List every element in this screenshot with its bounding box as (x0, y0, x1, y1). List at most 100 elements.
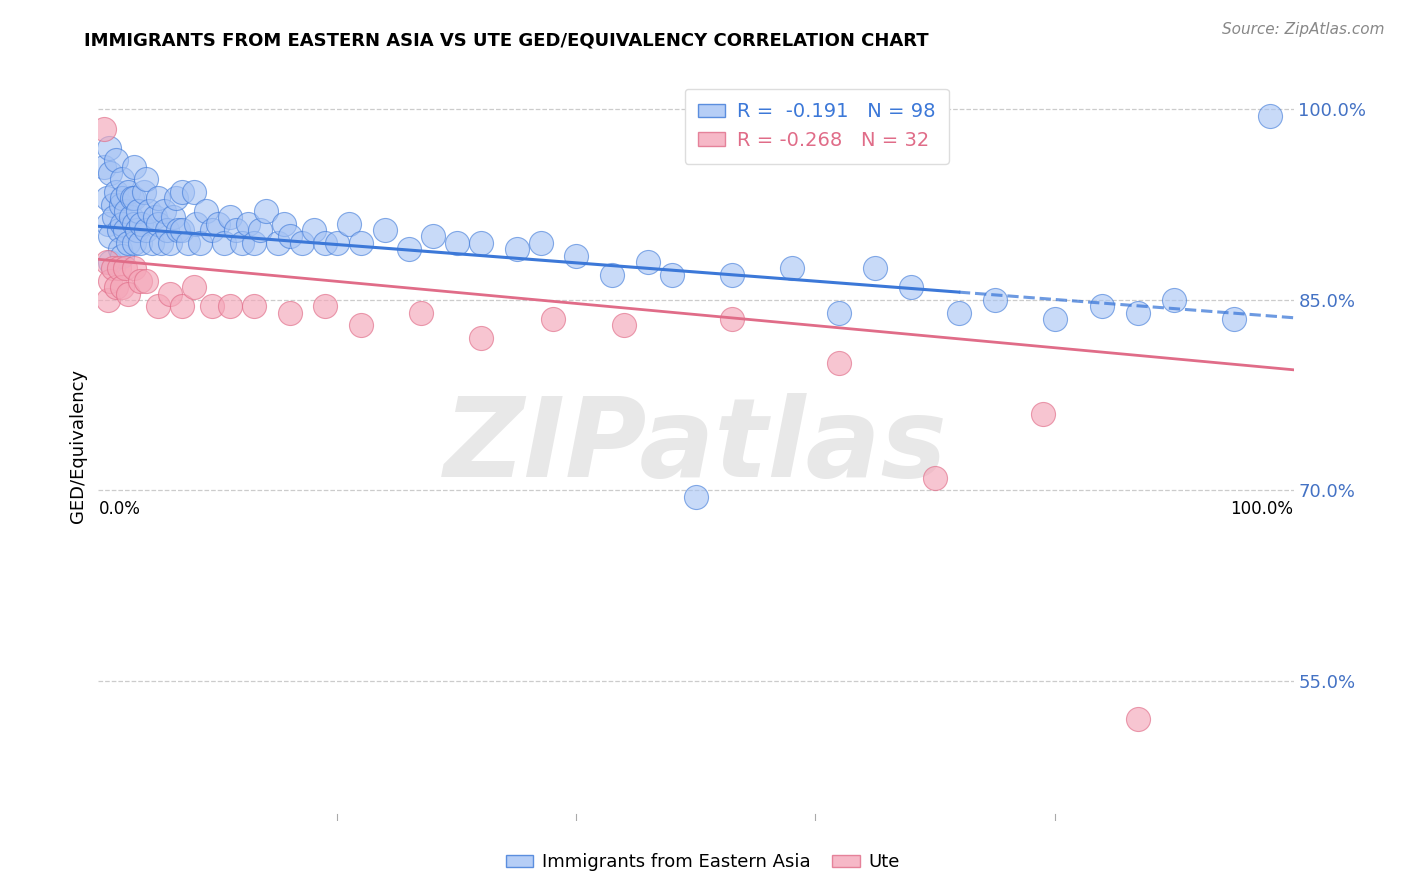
Point (315, 235, 337, 250)
Point (530, 235, 553, 250)
Point (162, 211, 184, 225)
Point (411, 306, 433, 320)
Point (924, 471, 946, 485)
Point (721, 268, 744, 282)
Point (212, 235, 235, 250)
Point (107, 223, 129, 237)
Point (183, 280, 205, 294)
Point (101, 197, 124, 211)
Text: ZIPatlas: ZIPatlas (444, 392, 948, 500)
Point (111, 217, 134, 231)
Point (374, 223, 396, 237)
Point (350, 318, 373, 333)
Point (148, 299, 170, 313)
Point (129, 274, 152, 288)
Point (249, 223, 271, 237)
Point (1258, 109, 1281, 123)
Point (111, 248, 134, 262)
Point (565, 248, 588, 262)
Point (110, 197, 132, 211)
Point (107, 261, 129, 276)
Legend: Immigrants from Eastern Asia, Ute: Immigrants from Eastern Asia, Ute (499, 847, 907, 879)
Point (177, 235, 200, 250)
Point (685, 490, 707, 504)
Point (865, 261, 887, 276)
Point (96, 255, 118, 269)
Point (159, 235, 181, 250)
Point (98, 140, 121, 154)
Point (149, 235, 172, 250)
Point (422, 229, 444, 244)
Point (127, 204, 149, 219)
Point (172, 185, 194, 199)
Point (98, 229, 122, 244)
Point (278, 229, 301, 244)
Point (254, 204, 277, 219)
Text: IMMIGRANTS FROM EASTERN ASIA VS UTE GED/EQUIVALENCY CORRELATION CHART: IMMIGRANTS FROM EASTERN ASIA VS UTE GED/… (84, 31, 929, 49)
Point (132, 185, 155, 199)
Point (148, 191, 170, 205)
Point (114, 261, 136, 276)
Point (326, 235, 349, 250)
Point (124, 160, 146, 174)
Point (236, 217, 259, 231)
Point (339, 217, 361, 231)
Point (97, 217, 120, 231)
Point (105, 185, 128, 199)
Point (302, 223, 325, 237)
Point (114, 223, 136, 237)
Point (172, 223, 194, 237)
Point (188, 235, 211, 250)
Point (780, 261, 803, 276)
Point (111, 280, 134, 294)
Point (470, 331, 492, 345)
Point (195, 204, 218, 219)
Point (124, 217, 146, 231)
Point (984, 293, 1007, 307)
Legend: R =  -0.191   N = 98, R = -0.268   N = 32: R = -0.191 N = 98, R = -0.268 N = 32 (685, 88, 949, 163)
Y-axis label: GED/Equivalency: GED/Equivalency (69, 369, 87, 523)
Point (219, 211, 242, 225)
Point (103, 211, 125, 225)
Point (1128, 306, 1150, 320)
Point (125, 223, 148, 237)
Point (201, 299, 224, 313)
Point (165, 191, 187, 205)
Point (243, 299, 266, 313)
Point (470, 235, 492, 250)
Point (1163, 293, 1185, 307)
Point (637, 255, 659, 269)
Point (117, 286, 139, 301)
Point (124, 261, 146, 276)
Point (506, 242, 529, 256)
Point (183, 185, 205, 199)
Point (219, 299, 242, 313)
Point (350, 235, 373, 250)
Point (124, 191, 146, 205)
Point (143, 211, 166, 225)
Point (721, 312, 744, 326)
Point (225, 223, 247, 237)
Point (93, 121, 115, 136)
Point (267, 235, 290, 250)
Point (1043, 312, 1066, 326)
Point (117, 235, 139, 250)
Point (315, 299, 337, 313)
Point (115, 204, 138, 219)
Point (207, 217, 229, 231)
Point (613, 318, 636, 333)
Point (121, 191, 143, 205)
Point (186, 217, 208, 231)
Point (138, 204, 160, 219)
Point (278, 306, 301, 320)
Text: 0.0%: 0.0% (98, 500, 141, 518)
Point (167, 223, 190, 237)
Point (900, 280, 922, 294)
Text: Source: ZipAtlas.com: Source: ZipAtlas.com (1222, 22, 1385, 37)
Point (135, 172, 157, 186)
Point (131, 217, 153, 231)
Point (101, 261, 124, 276)
Point (828, 306, 851, 320)
Point (98, 166, 122, 180)
Point (141, 235, 163, 250)
